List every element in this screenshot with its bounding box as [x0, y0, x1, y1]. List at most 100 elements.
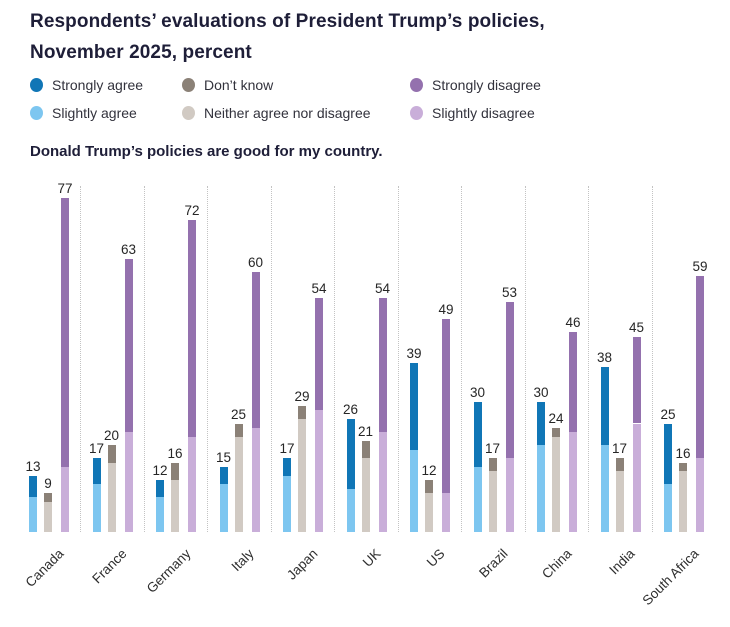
bar-segment-disagree-strong	[505, 301, 514, 459]
bar-segment-neutral-slight	[234, 436, 243, 532]
legend-item-label: Strongly disagree	[432, 77, 541, 93]
bar-segment-disagree-slight	[696, 458, 704, 532]
bar-segment-neutral-slight	[425, 492, 433, 532]
bar-segment-neutral-slight	[615, 471, 624, 532]
legend: Strongly agree Don’t know Strongly disagre…	[0, 0, 730, 130]
bar-segment-neutral-strong	[425, 479, 433, 493]
bar-segment-neutral-strong	[298, 406, 306, 420]
chart-title: Respondents’ evaluations of President Tr…	[30, 6, 690, 68]
bar-value-label: 39	[406, 345, 422, 361]
bar-segment-neutral-slight	[552, 436, 560, 532]
bar-value-label: 26	[342, 402, 359, 418]
legend-dot-icon	[182, 106, 195, 120]
legend-item: Slightly agree	[30, 105, 137, 121]
legend-item: Slightly disagree	[410, 105, 535, 121]
bar-segment-neutral-strong	[234, 423, 243, 437]
bar-value-label: 45	[628, 319, 645, 335]
bar-segment-neutral-slight	[298, 419, 306, 532]
country-separator-line	[80, 186, 81, 532]
bar-segment-neutral-strong	[44, 492, 52, 502]
bar-segment-neutral-strong	[107, 445, 116, 463]
bar-segment-agree-slight	[92, 484, 101, 532]
country-separator-line	[461, 186, 462, 532]
bar-segment-disagree-strong	[569, 332, 577, 433]
country-separator-line	[334, 186, 335, 532]
bar-segment-disagree-slight	[505, 458, 514, 532]
bar-value-label: 17	[611, 441, 628, 457]
bar-segment-disagree-strong	[124, 258, 133, 433]
bar-value-label: 49	[438, 302, 454, 318]
bar-segment-agree-slight	[473, 466, 482, 532]
bar-segment-neutral-strong	[552, 427, 560, 437]
bar-segment-neutral-strong	[361, 440, 370, 459]
legend-item-label: Strongly agree	[52, 77, 144, 93]
bar-segment-agree-strong	[600, 367, 609, 446]
bar-segment-neutral-slight	[361, 458, 370, 532]
bar-value-label: 24	[548, 410, 564, 426]
bar-segment-disagree-slight	[61, 466, 69, 532]
bar-segment-disagree-slight	[124, 432, 133, 532]
bar-value-label: 12	[152, 462, 168, 478]
bar-segment-disagree-strong	[188, 219, 196, 437]
bar-value-label: 54	[374, 280, 391, 296]
bar-segment-agree-slight	[600, 445, 609, 532]
country-separator-line	[270, 186, 272, 532]
country-separator-line	[207, 186, 208, 532]
bar-segment-neutral-slight	[107, 462, 116, 532]
country-separator-line	[397, 186, 399, 532]
country-separator-line	[524, 186, 526, 532]
bar-segment-disagree-slight	[188, 436, 196, 532]
bar-value-label: 17	[279, 441, 295, 457]
bar-segment-disagree-strong	[442, 319, 450, 493]
legend-dot-icon	[30, 106, 43, 120]
bar-segment-neutral-slight	[488, 471, 497, 532]
bar-segment-agree-slight	[664, 484, 672, 532]
bar-segment-disagree-slight	[378, 432, 387, 532]
bar-segment-disagree-slight	[632, 423, 641, 532]
bar-segment-agree-slight	[29, 497, 37, 532]
bar-value-label: 25	[230, 406, 247, 422]
bar-segment-disagree-strong	[632, 336, 641, 424]
bar-value-label: 53	[501, 284, 518, 300]
bar-value-label: 9	[44, 475, 52, 491]
bar-value-label: 30	[469, 384, 486, 400]
bar-value-label: 13	[25, 458, 41, 474]
bar-segment-disagree-strong	[61, 197, 69, 467]
bar-value-label: 20	[103, 428, 120, 444]
bar-segment-agree-strong	[473, 401, 482, 467]
legend-item: Neither agree nor disagree	[182, 105, 371, 121]
legend-item: Don’t know	[182, 77, 273, 93]
legend-dot-icon	[182, 78, 195, 92]
bar-segment-agree-slight	[410, 449, 418, 532]
legend-dot-icon	[410, 106, 423, 120]
bar-segment-neutral-strong	[615, 458, 624, 472]
bar-segment-agree-strong	[537, 401, 545, 446]
bar-value-label: 72	[184, 202, 200, 218]
bar-segment-disagree-strong	[696, 275, 704, 459]
bar-segment-agree-strong	[664, 423, 672, 485]
bar-value-label: 16	[167, 445, 183, 461]
bar-value-label: 59	[692, 258, 708, 274]
bar-segment-neutral-slight	[44, 501, 52, 532]
bar-value-label: 38	[596, 350, 613, 366]
chart-title-line2: November 2025, percent	[30, 42, 252, 63]
bar-segment-agree-slight	[219, 484, 228, 532]
bar-value-label: 29	[294, 389, 310, 405]
bar-value-label: 17	[88, 441, 105, 457]
bar-segment-agree-strong	[346, 419, 355, 489]
bar-segment-neutral-strong	[171, 462, 179, 480]
bar-value-label: 17	[484, 441, 501, 457]
legend-item: Strongly disagree	[410, 77, 541, 93]
bar-value-label: 46	[565, 315, 581, 331]
bar-value-label: 12	[421, 462, 437, 478]
bar-value-label: 30	[533, 384, 549, 400]
legend-dot-icon	[30, 78, 43, 92]
chart-title-line1: Respondents’ evaluations of President Tr…	[30, 11, 545, 32]
bar-value-label: 21	[357, 423, 374, 439]
bar-value-label: 77	[57, 180, 73, 196]
bar-segment-agree-strong	[410, 362, 418, 450]
bar-value-label: 54	[311, 280, 327, 296]
bar-segment-agree-slight	[156, 497, 164, 532]
chart-subtitle: Donald Trump’s policies are good for my …	[30, 143, 383, 160]
